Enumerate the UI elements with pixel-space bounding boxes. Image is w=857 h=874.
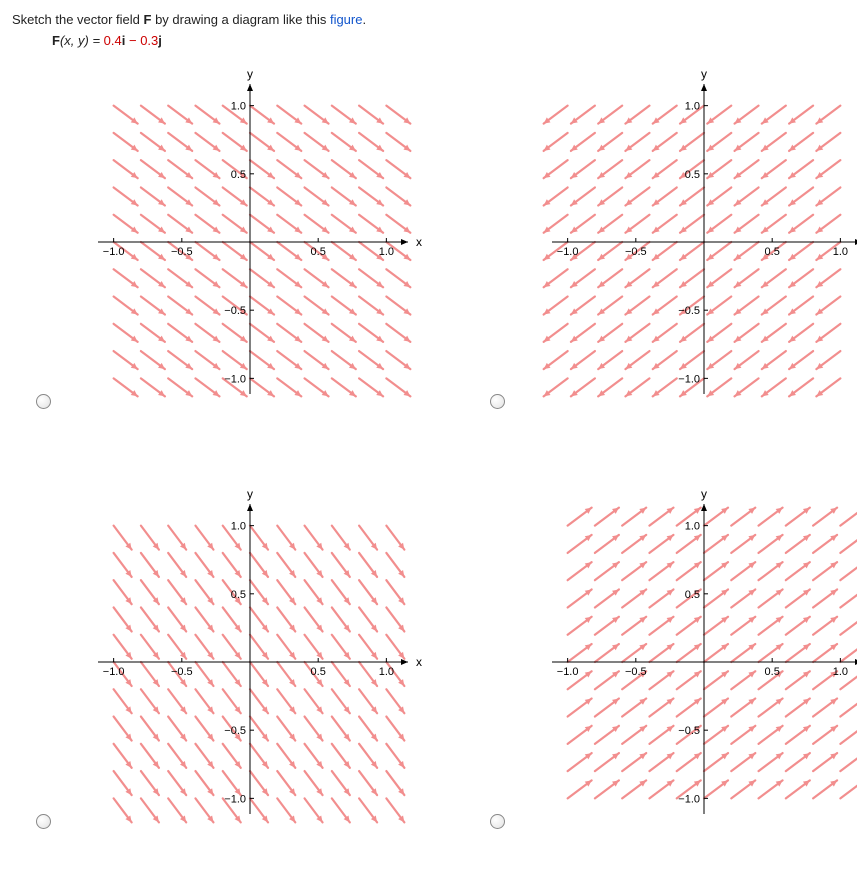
choice-radio[interactable] (36, 394, 51, 409)
svg-text:1.0: 1.0 (231, 101, 246, 113)
svg-text:−1.0: −1.0 (557, 246, 579, 258)
choice-radio[interactable] (490, 814, 505, 829)
vector-field-plot: −1.0 −0.5 0.5 1.0 −1.0 −0.5 0.5 1.0 x y (60, 62, 440, 442)
svg-text:x: x (416, 235, 422, 249)
svg-text:−0.5: −0.5 (171, 246, 193, 258)
choice-panel: −1.0−0.50.51.0−1.0−0.50.51.0xy (490, 62, 857, 442)
formula-args: (x, y) = (60, 33, 104, 48)
formula: F(x, y) = 0.4i − 0.3j (52, 33, 857, 48)
svg-text:x: x (416, 655, 422, 669)
choice-radio[interactable] (490, 394, 505, 409)
svg-text:1.0: 1.0 (379, 666, 394, 678)
svg-text:0.5: 0.5 (765, 246, 780, 258)
svg-text:−0.5: −0.5 (171, 666, 193, 678)
svg-text:−1.0: −1.0 (557, 666, 579, 678)
svg-text:0.5: 0.5 (685, 589, 700, 601)
svg-text:y: y (701, 487, 707, 501)
svg-text:1.0: 1.0 (231, 521, 246, 533)
svg-text:1.0: 1.0 (685, 101, 700, 113)
svg-text:0.5: 0.5 (765, 666, 780, 678)
question-prefix: Sketch the vector field (12, 12, 144, 27)
svg-text:−1.0: −1.0 (224, 793, 246, 805)
svg-text:−0.5: −0.5 (678, 725, 700, 737)
vector-field-plot: −1.0−0.50.51.0−1.0−0.50.51.0xy (514, 482, 857, 862)
svg-text:0.5: 0.5 (231, 589, 246, 601)
svg-text:0.5: 0.5 (231, 169, 246, 181)
choice-grid: −1.0 −0.5 0.5 1.0 −1.0 −0.5 0.5 1.0 x y −1.0 −0.5 0.… (12, 62, 857, 862)
vector-field-plot: −1.0 −0.5 0.5 1.0 −1.0 −0.5 0.5 1.0 x y (60, 482, 440, 862)
choice-radio[interactable] (36, 814, 51, 829)
svg-text:y: y (247, 67, 253, 81)
svg-text:y: y (247, 487, 253, 501)
svg-text:−1.0: −1.0 (678, 793, 700, 805)
formula-F: F (52, 33, 60, 48)
svg-text:1.0: 1.0 (833, 666, 848, 678)
svg-text:−0.5: −0.5 (625, 666, 647, 678)
svg-text:−1.0: −1.0 (103, 246, 125, 258)
svg-text:−0.5: −0.5 (678, 305, 700, 317)
formula-op: − (125, 33, 140, 48)
figure-link[interactable]: figure (330, 12, 363, 27)
question-text: Sketch the vector field F by drawing a d… (12, 12, 857, 27)
svg-text:−0.5: −0.5 (224, 305, 246, 317)
svg-text:−1.0: −1.0 (103, 666, 125, 678)
question-suffix: . (362, 12, 366, 27)
svg-text:1.0: 1.0 (833, 246, 848, 258)
svg-text:0.5: 0.5 (311, 666, 326, 678)
choice-panel: −1.0−0.50.51.0−1.0−0.50.51.0xy (490, 482, 857, 862)
svg-text:1.0: 1.0 (685, 521, 700, 533)
question-middle: by drawing a diagram like this (151, 12, 329, 27)
formula-coef2: 0.3 (140, 33, 158, 48)
svg-text:1.0: 1.0 (379, 246, 394, 258)
choice-panel: −1.0 −0.5 0.5 1.0 −1.0 −0.5 0.5 1.0 x y (36, 482, 440, 862)
svg-text:−0.5: −0.5 (625, 246, 647, 258)
choice-panel: −1.0 −0.5 0.5 1.0 −1.0 −0.5 0.5 1.0 x y (36, 62, 440, 442)
vector-field-plot: −1.0−0.50.51.0−1.0−0.50.51.0xy (514, 62, 857, 442)
svg-text:y: y (701, 67, 707, 81)
svg-text:−0.5: −0.5 (224, 725, 246, 737)
svg-text:0.5: 0.5 (311, 246, 326, 258)
formula-j: j (158, 33, 162, 48)
svg-text:−1.0: −1.0 (678, 373, 700, 385)
formula-coef1: 0.4 (104, 33, 122, 48)
svg-text:0.5: 0.5 (685, 169, 700, 181)
svg-text:−1.0: −1.0 (224, 373, 246, 385)
